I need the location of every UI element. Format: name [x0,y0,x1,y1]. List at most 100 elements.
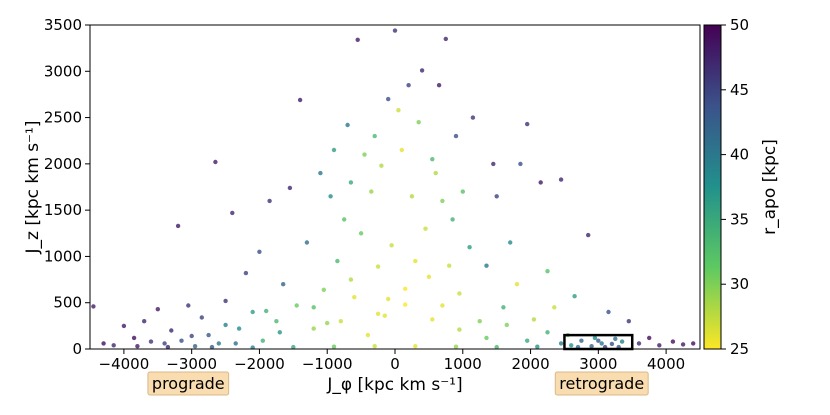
data-point [192,344,198,349]
data-point [470,115,476,120]
data-point [657,343,662,348]
data-point [281,282,286,287]
y-tick-label: 500 [53,294,82,312]
data-point [230,210,235,216]
x-tick-label: 2000 [511,355,549,373]
data-point [460,189,465,194]
data-point [291,344,296,349]
data-point [372,133,377,139]
data-point [436,83,442,88]
data-point [518,161,523,167]
data-point [552,305,557,310]
data-point [250,345,255,349]
data-point [457,327,462,332]
data-point [135,344,140,349]
data-point [403,286,408,291]
data-point [443,36,448,42]
data-point [243,270,249,276]
data-point [453,133,459,139]
data-point [274,319,279,324]
data-point [416,120,421,125]
data-point [223,322,228,328]
data-point [619,339,625,344]
data-point [426,274,432,279]
data-point [545,330,550,335]
data-point [389,243,394,248]
data-point [165,344,171,349]
y-tick-label: 2000 [44,155,82,173]
data-point [545,269,550,274]
data-point [636,341,642,346]
data-point [535,344,540,349]
data-point [209,344,215,349]
data-point [121,323,127,329]
x-axis: −4000 −3000 −2000 −1000 0 1000 2000 3000 4000 [99,349,685,373]
annotation-background [554,371,649,396]
data-point [101,341,106,346]
data-point [680,342,686,347]
data-point [558,341,564,346]
data-point [501,305,506,310]
data-point [331,344,337,349]
y-tick-label: 2500 [44,109,82,127]
data-point [447,263,452,268]
data-point [362,152,367,157]
data-point [558,177,564,182]
data-point [592,335,598,341]
data-point [609,341,615,347]
data-point [236,326,242,331]
data-point [450,217,455,222]
data-point [508,240,513,245]
annotation-text: prograde [152,374,225,393]
data-point [406,83,411,88]
data-point [457,291,462,296]
data-point [348,277,354,282]
data-point [430,157,435,162]
data-point [484,335,489,341]
x-tick-label: −2000 [234,355,285,373]
data-point [199,315,204,320]
data-point [186,303,191,308]
colorbar-tick-label: 50 [730,16,749,34]
x-axis-label: J_φ [kpc km s⁻¹] [326,375,462,395]
x-tick-label: −3000 [166,355,217,373]
data-point [277,330,282,335]
data-point [494,344,499,349]
colorbar: 25 30 35 40 45 50 r_apo [kpc] [703,16,780,358]
data-points [91,28,696,349]
data-point [626,319,631,324]
data-point [375,311,381,316]
data-point [175,223,181,229]
data-point [233,341,238,346]
data-point [514,282,520,287]
data-point [162,341,167,346]
data-point [531,317,537,322]
data-point [287,185,293,191]
data-point [569,343,574,348]
annotations: prograde retrograde [147,371,649,396]
data-point [213,159,218,165]
data-point [250,309,255,315]
data-point [403,302,408,307]
data-point [148,339,154,344]
x-tick-label: 3000 [579,355,617,373]
data-point [379,163,384,168]
data-point [372,344,377,349]
data-point [440,303,445,308]
data-point [670,339,676,344]
x-tick-label: 0 [390,355,400,373]
data-point [345,122,350,128]
data-point [423,226,428,231]
data-point [348,180,354,185]
data-point [155,307,160,312]
data-point [494,194,499,199]
colorbar-tick-label: 30 [730,275,749,293]
y-tick-label: 3000 [44,62,82,80]
data-point [335,258,340,264]
colorbar-tick-label: 25 [730,340,749,358]
data-point [504,322,509,328]
y-tick-label: 1000 [44,247,82,265]
data-point [358,231,364,236]
data-point [206,332,211,338]
colorbar-tick-label: 40 [730,146,749,164]
